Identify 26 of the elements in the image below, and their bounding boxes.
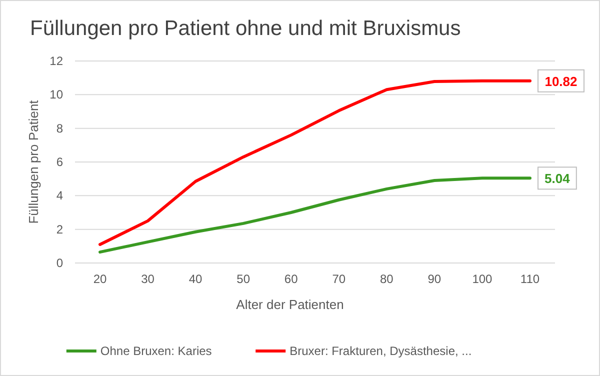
x-tick-label: 60 (284, 272, 298, 286)
x-tick-label: 20 (93, 272, 107, 286)
y-tick-label: 10 (50, 88, 64, 102)
y-tick-label: 2 (56, 222, 64, 236)
y-axis-title: Füllungen pro Patient (26, 100, 41, 224)
line-series (98, 176, 532, 254)
y-tick-label: 12 (50, 54, 64, 68)
chart-title: Füllungen pro Patient ohne und mit Bruxismus (30, 17, 461, 40)
x-tick-label: 90 (428, 272, 442, 286)
data-label: 10.82 (544, 74, 578, 89)
y-tick-label: 0 (56, 256, 64, 270)
y-tick-label: 6 (56, 155, 64, 169)
legend-label: Ohne Bruxen: Karies (100, 344, 212, 358)
x-tick-label: 30 (141, 272, 155, 286)
x-tick-label: 100 (472, 272, 493, 286)
x-tick-label: 110 (520, 272, 540, 286)
y-tick-label: 8 (56, 121, 64, 136)
y-tick-label: 4 (56, 188, 64, 203)
x-tick-label: 50 (236, 272, 250, 286)
data-label: 5.04 (544, 171, 571, 186)
x-tick-label: 80 (380, 272, 394, 286)
line-series (98, 79, 532, 246)
x-tick-label: 40 (188, 272, 203, 286)
x-axis-title: Alter der Patienten (236, 297, 344, 312)
legend-label: Bruxer: Frakturen, Dysästhesie, ... (290, 344, 472, 358)
x-tick-label: 70 (332, 272, 346, 286)
